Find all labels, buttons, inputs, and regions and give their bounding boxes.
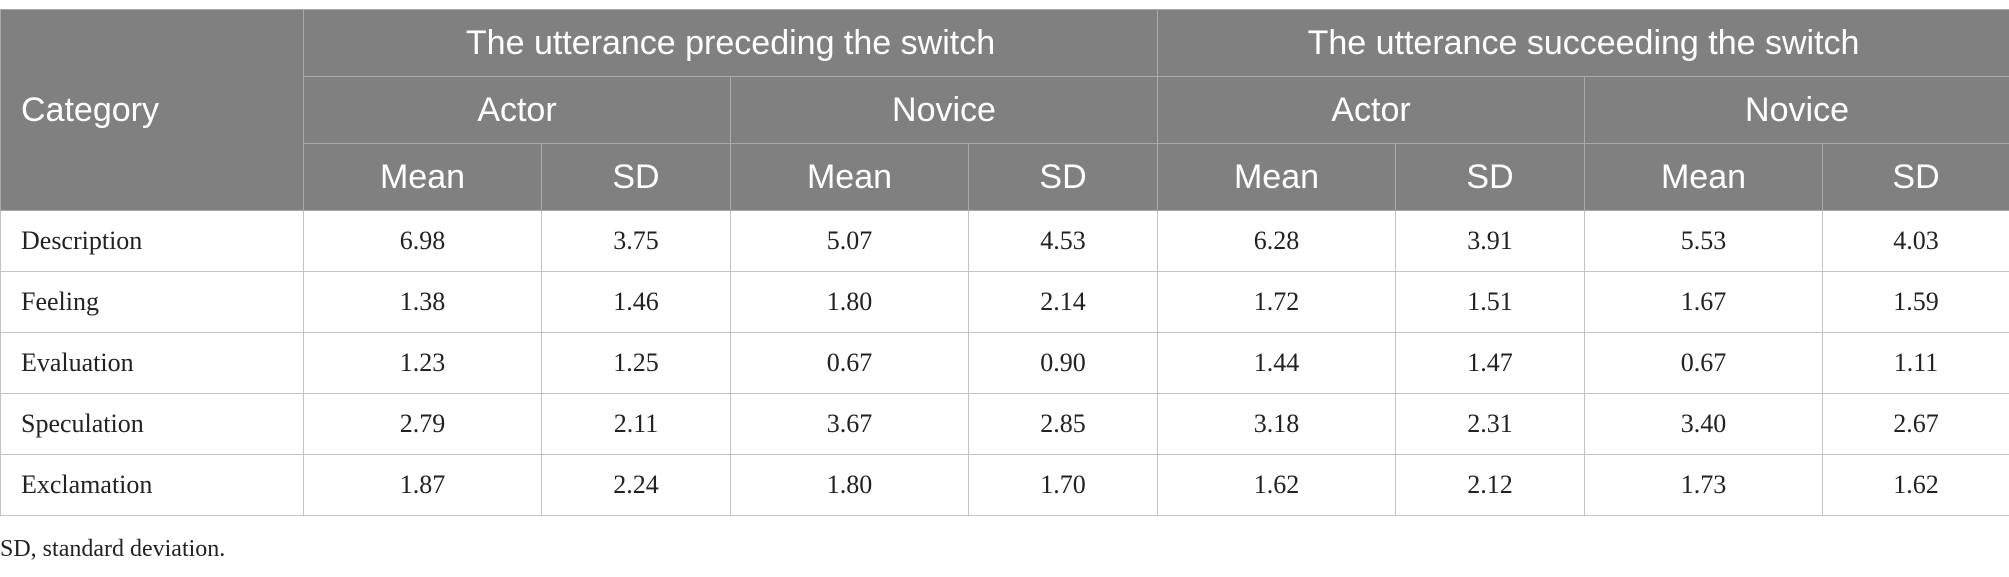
table-cell: 0.90 [967,332,1159,394]
subgroup-header: Novice [729,76,1159,144]
table-cell: 2.11 [541,393,731,455]
table-cell: 1.51 [1395,271,1586,333]
table-cell: 3.67 [730,393,969,455]
table-cell: 5.53 [1584,210,1824,272]
table-cell: 1.44 [1157,332,1397,394]
row-label: Evaluation [0,332,304,394]
table-body: Description 6.98 3.75 5.07 4.53 6.28 3.91 5.53 4… [0,210,2009,516]
stat-header: Mean [303,143,542,211]
table-cell: 1.73 [1584,454,1824,516]
table-cell: 4.53 [967,210,1159,272]
row-label: Description [0,210,304,272]
table-cell: 1.87 [303,454,542,516]
stat-header: Mean [730,143,969,211]
subgroup-header: Actor [303,76,731,144]
header-row-groups: Category The utterance preceding the swi… [0,9,2009,211]
table-header: Category The utterance preceding the swi… [0,9,2009,211]
table-row: Feeling 1.38 1.46 1.80 2.14 1.72 1.51 1.67 1.59 [0,271,2009,333]
table-cell: 1.47 [1395,332,1586,394]
table-cell: 2.79 [303,393,542,455]
stat-header: SD [967,143,1159,211]
subgroup-header: Actor [1157,76,1586,144]
group-header-preceding: The utterance preceding the switch [302,9,1159,77]
table-cell: 2.14 [967,271,1159,333]
table-cell: 1.62 [1822,454,2009,516]
table-row: Evaluation 1.23 1.25 0.67 0.90 1.44 1.47 0.67 1.… [0,332,2009,394]
group-header-succeeding: The utterance succeeding the switch [1157,9,2009,77]
row-label: Exclamation [0,454,304,516]
table-cell: 1.59 [1822,271,2009,333]
table-cell: 4.03 [1822,210,2009,272]
row-label: Speculation [0,393,304,455]
table-cell: 3.75 [541,210,731,272]
stat-header: Mean [1584,143,1824,211]
table-cell: 6.28 [1157,210,1397,272]
table-cell: 2.67 [1822,393,2009,455]
table-cell: 3.18 [1157,393,1397,455]
table-cell: 1.67 [1584,271,1824,333]
table-container: Category The utterance preceding the swi… [0,9,2009,516]
stat-header: SD [1822,143,2009,211]
table-row: Description 6.98 3.75 5.07 4.53 6.28 3.91 5.53 4… [0,210,2009,272]
stat-header: SD [1395,143,1586,211]
table-cell: 1.62 [1157,454,1397,516]
header-row-subgroups: Actor Novice Actor Novice [1,76,2009,144]
table-cell: 2.31 [1395,393,1586,455]
table-cell: 1.23 [303,332,542,394]
table-cell: 6.98 [303,210,542,272]
table-cell: 1.80 [730,454,969,516]
table-cell: 1.38 [303,271,542,333]
stat-header: Mean [1157,143,1397,211]
table-row: Exclamation 1.87 2.24 1.80 1.70 1.62 2.12 1.73 1… [0,454,2009,516]
table-row: Speculation 2.79 2.11 3.67 2.85 3.18 2.31 3.40 2… [0,393,2009,455]
table-cell: 0.67 [730,332,969,394]
table-cell: 3.40 [1584,393,1824,455]
table-cell: 1.80 [730,271,969,333]
table-cell: 1.72 [1157,271,1397,333]
table-cell: 2.12 [1395,454,1586,516]
statistics-table: Category The utterance preceding the swi… [0,9,2009,516]
table-cell: 1.46 [541,271,731,333]
table-cell: 2.85 [967,393,1159,455]
stat-header: SD [541,143,731,211]
table-cell: 0.67 [1584,332,1824,394]
header-row-stats: Mean SD Mean SD Mean SD Mean SD [1,143,2009,211]
table-cell: 1.11 [1822,332,2009,394]
table-cell: 1.70 [967,454,1159,516]
table-footnote: SD, standard deviation. [0,536,226,562]
category-header: Category [0,9,304,211]
table-cell: 2.24 [541,454,731,516]
row-label: Feeling [0,271,304,333]
table-cell: 3.91 [1395,210,1586,272]
table-cell: 5.07 [730,210,969,272]
subgroup-header: Novice [1584,76,2009,144]
table-cell: 1.25 [541,332,731,394]
